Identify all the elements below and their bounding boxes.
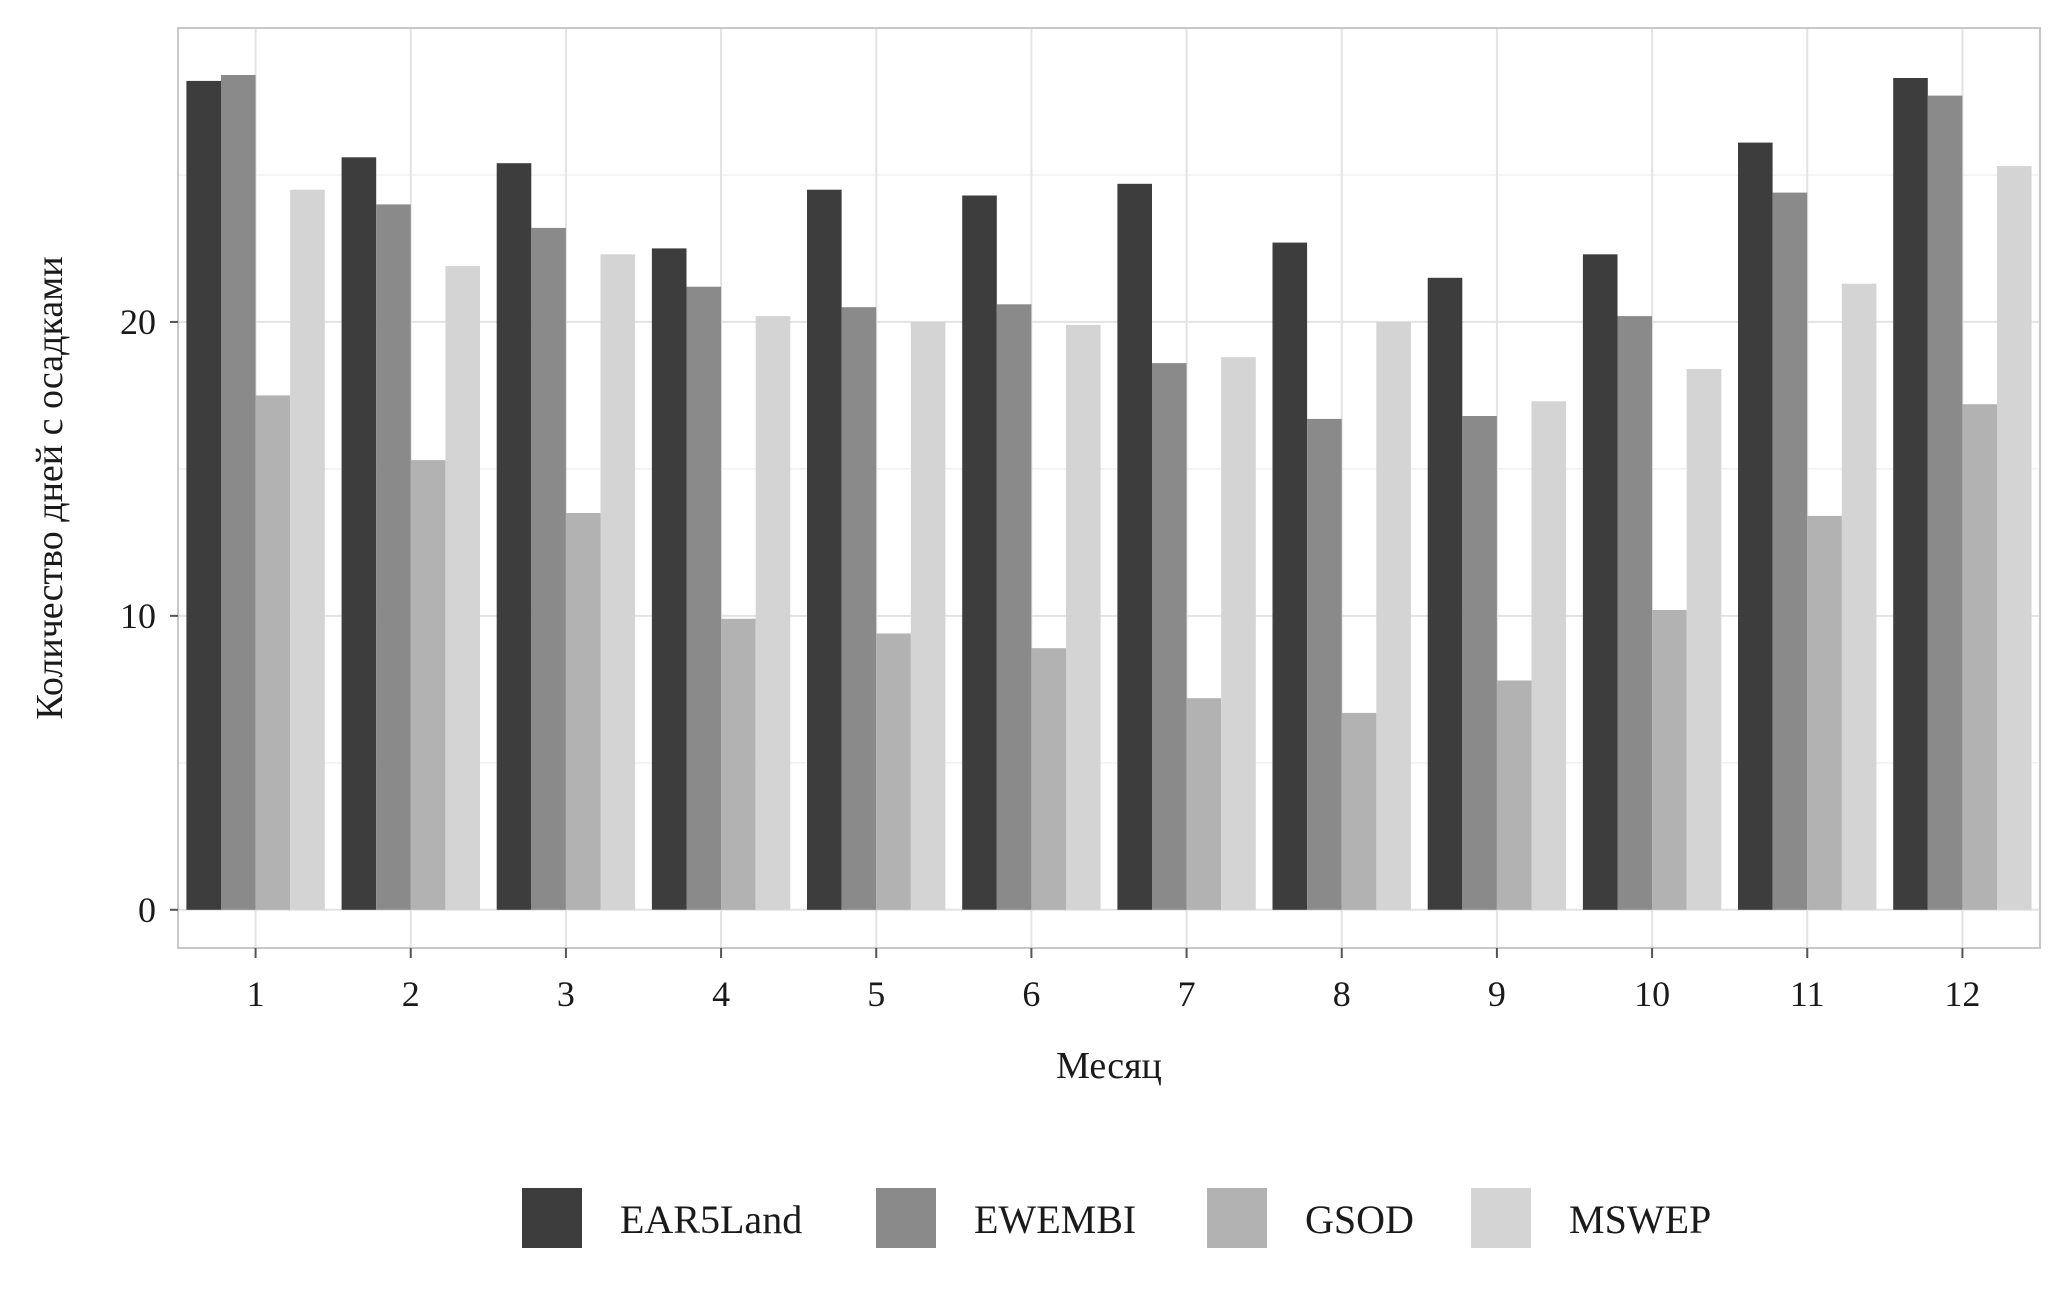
bar-mswep-month-12 [1997,166,2032,910]
legend-label-ear5land: EAR5Land [620,1197,802,1242]
x-tick-label: 11 [1790,974,1825,1014]
plot-panel-border [177,27,2041,949]
bar-ear5land-month-12 [1893,78,1928,910]
x-axis-title: Месяц [1056,1045,1162,1087]
x-tick-label: 2 [402,974,420,1014]
bar-ear5land-month-10 [1582,254,1618,910]
y-axis-title: Количество дней с осадками [29,256,71,719]
x-tick-label: 4 [712,974,730,1014]
bar-gsod-month-5 [876,633,911,910]
bar-ear5land-month-11 [1738,142,1773,910]
bar-ewembi-month-5 [841,307,877,910]
bar-ear5land-month-4 [651,248,687,910]
x-tick-label: 10 [1634,974,1670,1014]
legend-swatch-mswep [1471,1188,1531,1248]
bar-gsod-month-2 [410,460,446,910]
bar-ear5land-month-5 [807,189,842,910]
bar-gsod-month-11 [1807,515,1842,910]
bar-mswep-month-4 [755,316,791,910]
x-tick-label: 7 [1178,974,1196,1014]
x-tick-label: 6 [1022,974,1040,1014]
bar-ear5land-month-9 [1427,277,1463,910]
bar-ewembi-month-8 [1307,418,1342,910]
bar-mswep-month-8 [1376,321,1411,910]
bar-ear5land-month-6 [962,195,997,910]
bar-ewembi-month-11 [1772,192,1808,910]
legend-label-mswep: MSWEP [1569,1197,1711,1242]
y-tick-label: 20 [120,302,156,342]
legend: EAR5Land EWEMBI GSOD MSWEP [522,1188,1711,1248]
bar-ewembi-month-3 [531,227,566,910]
bar-mswep-month-6 [1066,324,1101,910]
x-tick-label: 8 [1333,974,1351,1014]
legend-label-ewembi: EWEMBI [974,1197,1136,1242]
bar-ear5land-month-3 [496,163,532,910]
bars [186,75,2032,910]
y-tick-label: 0 [138,890,156,930]
legend-swatch-ear5land [522,1188,582,1248]
bar-ear5land-month-7 [1117,183,1152,910]
bar-ewembi-month-12 [1927,95,1963,910]
bar-gsod-month-10 [1652,610,1687,910]
bar-ewembi-month-6 [996,304,1032,910]
bar-ewembi-month-9 [1462,416,1497,910]
bar-mswep-month-2 [445,266,480,910]
x-tick-label: 5 [867,974,885,1014]
x-tick-label: 3 [557,974,575,1014]
legend-swatch-gsod [1207,1188,1267,1248]
bar-ewembi-month-2 [376,204,411,910]
bar-gsod-month-7 [1186,698,1222,910]
bar-mswep-month-9 [1531,401,1567,910]
bar-ear5land-month-1 [186,80,221,910]
bar-gsod-month-3 [565,513,601,910]
bar-gsod-month-6 [1031,648,1066,910]
bar-ewembi-month-10 [1617,316,1653,910]
bar-mswep-month-11 [1841,283,1877,910]
x-tick-label: 9 [1488,974,1506,1014]
legend-swatch-ewembi [876,1188,936,1248]
bar-ear5land-month-8 [1272,242,1308,910]
bar-ewembi-month-1 [221,75,256,910]
bar-mswep-month-10 [1686,369,1722,910]
bar-mswep-month-3 [600,254,636,910]
bar-mswep-month-5 [910,321,946,910]
legend-label-gsod: GSOD [1305,1197,1414,1242]
bar-mswep-month-1 [290,189,325,910]
bar-gsod-month-12 [1962,404,1997,910]
x-tick-label: 1 [247,974,265,1014]
bar-gsod-month-1 [255,395,291,910]
bar-gsod-month-8 [1341,712,1377,910]
y-tick-label: 10 [120,596,156,636]
bar-ewembi-month-7 [1152,363,1187,910]
bar-ear5land-month-2 [341,157,377,910]
x-tick-label: 12 [1944,974,1980,1014]
bar-gsod-month-4 [721,618,756,910]
bar-ewembi-month-4 [686,286,722,910]
bar-mswep-month-7 [1221,357,1256,910]
bar-gsod-month-9 [1496,680,1532,910]
